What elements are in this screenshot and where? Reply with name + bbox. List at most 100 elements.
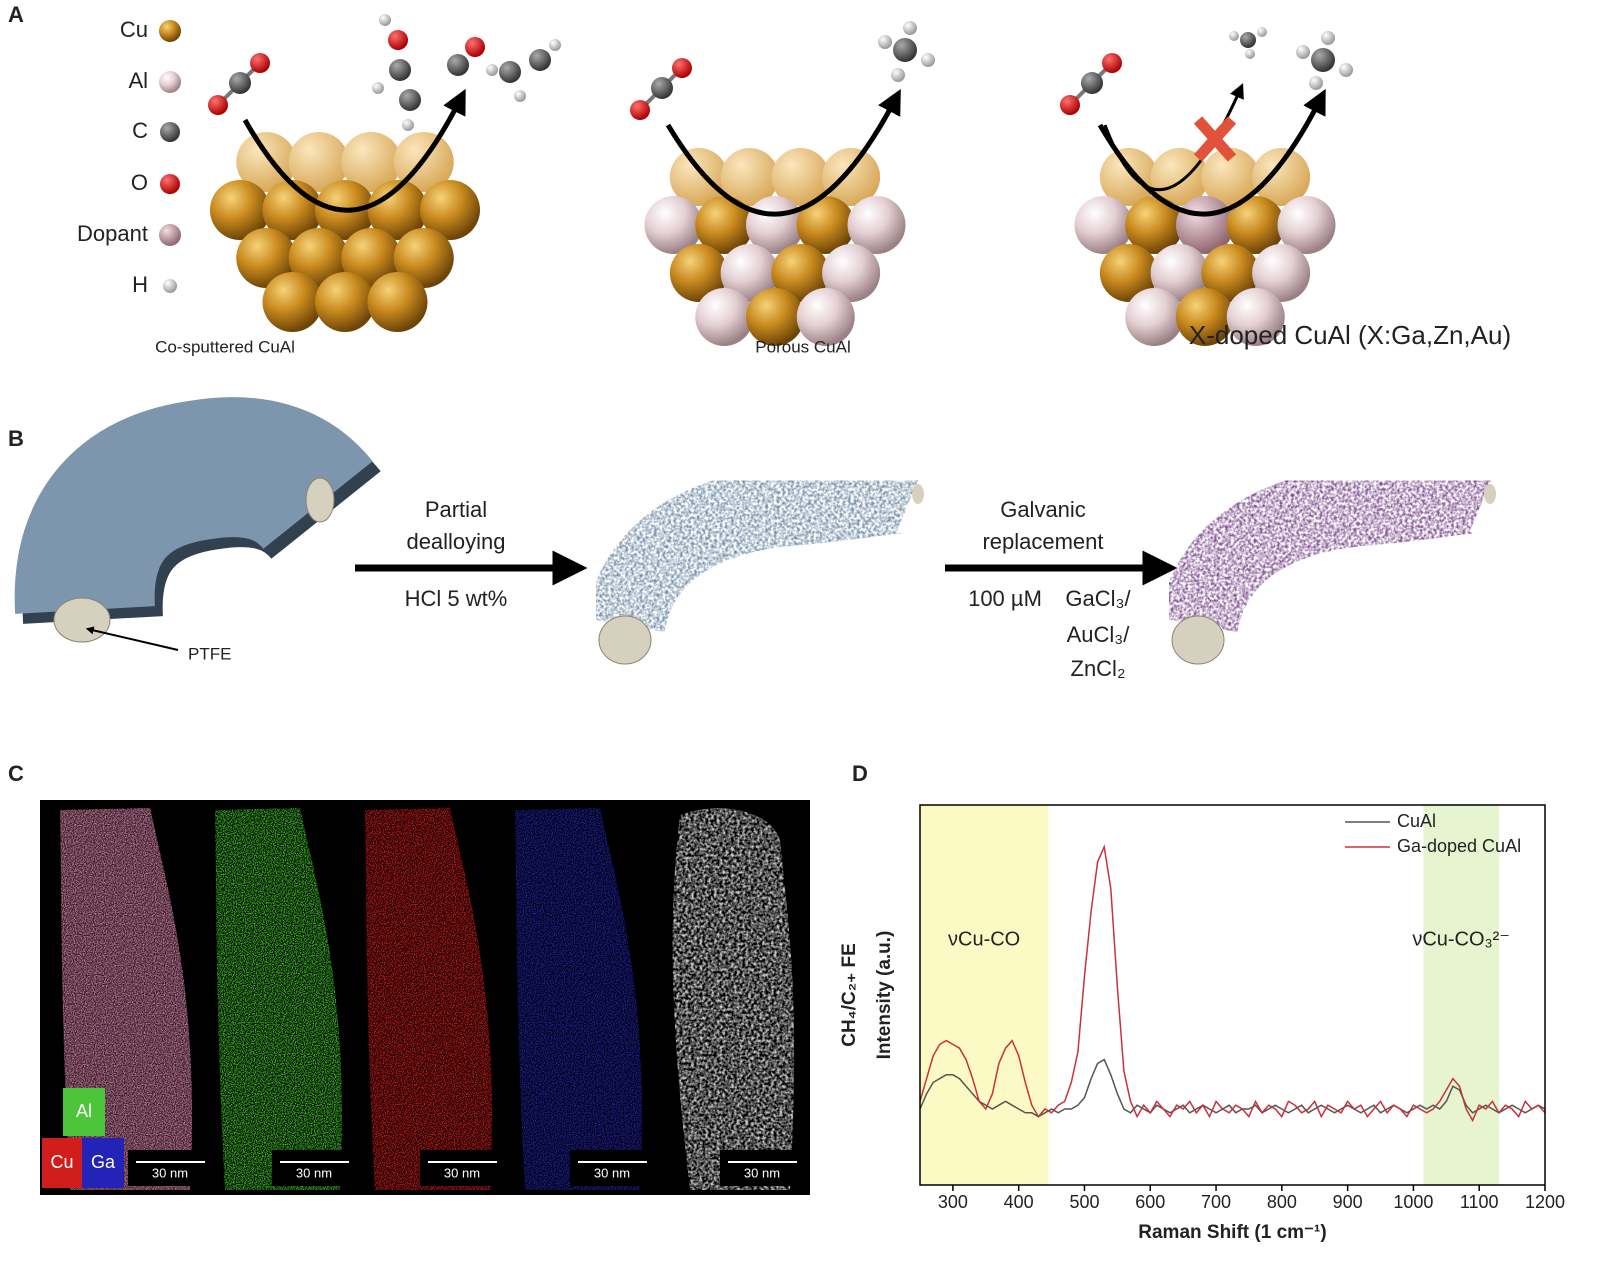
atom xyxy=(399,89,421,111)
atom-legend: Cu Al C O Dopant H xyxy=(77,17,181,297)
atom xyxy=(1311,48,1335,72)
scale-bar-label: 30 nm xyxy=(296,1165,332,1180)
x-tick-label: 800 xyxy=(1267,1192,1297,1212)
raman-chart: νCu-CO νCu-CO₃²⁻ 300 400 500 600 700 800 900 1000… xyxy=(839,804,1565,1243)
x-tick-label: 1000 xyxy=(1393,1192,1433,1212)
atom xyxy=(695,196,754,254)
band-label: νCu-CO₃²⁻ xyxy=(1412,928,1510,950)
atom xyxy=(1277,196,1336,254)
atom xyxy=(1226,288,1285,346)
eds-maps: Al Cu Ga xyxy=(40,800,810,1195)
atom xyxy=(1240,32,1256,48)
atom xyxy=(796,196,855,254)
scale-bars: 30 nm 30 nm 30 nm 30 nm 30 nm xyxy=(128,1150,805,1186)
atom xyxy=(822,148,881,206)
atom xyxy=(903,21,917,35)
reagent: ZnCl₂ xyxy=(1071,656,1126,681)
x-tick-label: 400 xyxy=(1004,1192,1034,1212)
band-label: νCu-CO xyxy=(948,928,1020,950)
arrow-label: replacement xyxy=(982,529,1103,554)
arrow-label: 100 µM xyxy=(968,586,1042,611)
atom xyxy=(847,196,906,254)
atom xyxy=(549,39,561,51)
atom xyxy=(236,132,297,192)
highlight-band xyxy=(920,805,1049,1185)
atom xyxy=(1099,244,1158,302)
atom xyxy=(250,53,270,73)
reagent: GaCl₃/ xyxy=(1065,586,1131,611)
atom xyxy=(921,53,935,67)
element-key xyxy=(82,1138,124,1188)
atom xyxy=(1125,288,1184,346)
panel-label: D xyxy=(852,761,868,786)
arrow-label: Partial xyxy=(425,497,487,522)
atom xyxy=(389,59,411,81)
legend-label: C xyxy=(132,118,148,143)
atom xyxy=(1074,196,1133,254)
panel-label: B xyxy=(8,426,24,451)
x-tick-label: 900 xyxy=(1333,1192,1363,1212)
atom xyxy=(288,228,349,288)
ptfe-label: PTFE xyxy=(188,644,231,663)
x-tick-label: 1200 xyxy=(1525,1192,1565,1212)
sem-image xyxy=(672,808,795,1190)
scale-bar-box xyxy=(128,1150,213,1186)
atom xyxy=(891,68,905,82)
atom xyxy=(367,272,428,332)
scale-bar-label: 30 nm xyxy=(594,1165,630,1180)
atom xyxy=(651,77,673,99)
atom xyxy=(1252,148,1311,206)
legend-atom xyxy=(163,279,177,293)
atom xyxy=(1252,244,1311,302)
atom xyxy=(878,35,892,49)
legend-atom xyxy=(159,224,181,246)
x-axis-label: Raman Shift (1 cm⁻¹) xyxy=(1138,1222,1326,1243)
legend-label: CuAl xyxy=(1397,811,1436,831)
atom xyxy=(262,272,323,332)
atom xyxy=(1245,49,1255,59)
legend-label: Al xyxy=(128,68,148,93)
atom xyxy=(771,148,830,206)
ptfe-core xyxy=(53,597,111,643)
legend-atom xyxy=(160,174,180,194)
reaction-arrow xyxy=(242,88,466,213)
atom xyxy=(1339,63,1353,77)
atom xyxy=(695,288,754,346)
atom xyxy=(315,272,375,332)
ptfe-core xyxy=(1171,615,1225,665)
atom xyxy=(720,148,779,206)
atom xyxy=(1150,244,1209,302)
cu-map xyxy=(365,808,492,1190)
atom xyxy=(644,196,703,254)
atom xyxy=(1102,53,1122,73)
plot-frame xyxy=(919,804,1546,1186)
atom xyxy=(210,180,270,240)
legend-atom xyxy=(159,20,181,42)
atom xyxy=(771,244,830,302)
scale-bar-box xyxy=(272,1150,357,1186)
x-tick-label: 500 xyxy=(1069,1192,1099,1212)
legend-atom xyxy=(160,122,180,142)
legend-atom xyxy=(159,71,181,93)
tube xyxy=(1158,453,1501,634)
atom xyxy=(499,61,521,83)
atom xyxy=(796,288,855,346)
scale-bar-label: 30 nm xyxy=(744,1165,780,1180)
scale-bar-box xyxy=(420,1150,505,1186)
scale-bar-box xyxy=(570,1150,655,1186)
caption: Porous CuAl xyxy=(755,337,850,356)
atom xyxy=(1321,31,1335,45)
atom xyxy=(486,64,498,76)
ptfe-core xyxy=(305,477,335,523)
spectrum-line xyxy=(920,844,1545,1123)
atom xyxy=(288,132,349,192)
atom xyxy=(420,180,480,240)
pointer-arrow xyxy=(85,626,179,651)
atom xyxy=(229,72,251,94)
atom xyxy=(1309,76,1323,90)
legend-label: Ga-doped CuAl xyxy=(1397,836,1521,856)
scale-bar-box xyxy=(720,1150,805,1186)
reagent: AuCl₃/ xyxy=(1067,622,1131,647)
atom xyxy=(341,228,402,288)
atom xyxy=(388,30,408,50)
